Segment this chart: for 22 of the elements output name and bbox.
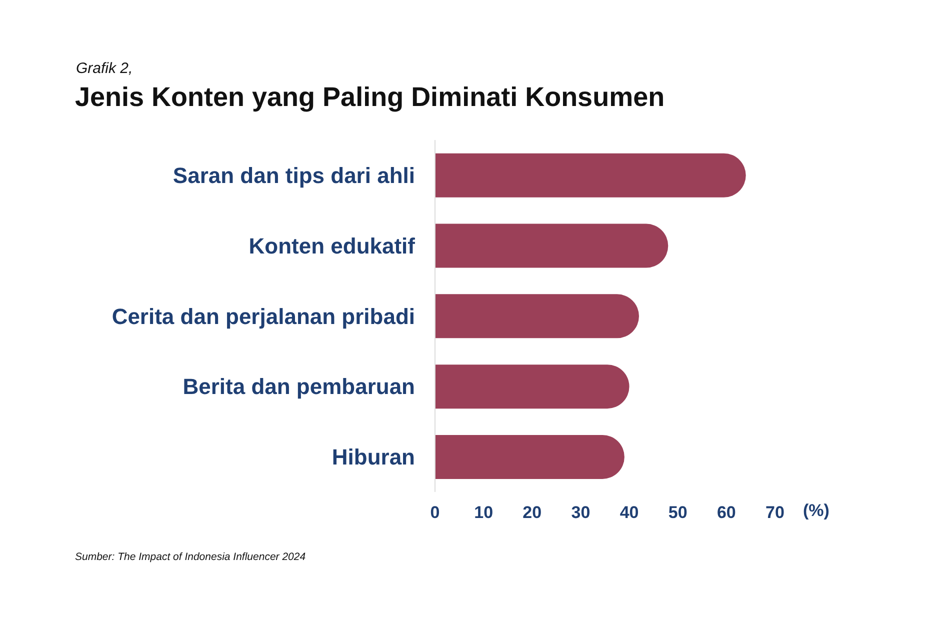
y-tick-label: Hiburan: [332, 444, 415, 470]
y-tick-label: Saran dan tips dari ahli: [172, 163, 415, 188]
y-tick-label: Konten edukatif: [248, 233, 416, 258]
text: Sumber: The Impact of Indonesia Influencer 2024: [75, 551, 306, 563]
bar: [435, 224, 668, 268]
bar: [435, 434, 624, 479]
x-tick-label: 0: [430, 503, 440, 522]
x-tick-label: 50: [668, 503, 688, 522]
bar: [435, 364, 630, 409]
x-tick-label: 60: [716, 503, 736, 522]
bar: [435, 153, 746, 198]
x-axis-title: (%): [803, 501, 830, 520]
x-tick-label: 40: [620, 503, 639, 522]
chart-title: Jenis Konten yang Paling Diminati Konsumen: [75, 82, 665, 113]
y-tick-label: Berita dan pembaruan: [182, 374, 415, 400]
text: Grafik 2,: [76, 60, 133, 77]
x-tick-label: 70: [766, 503, 784, 522]
x-tick-label: 10: [474, 503, 494, 522]
bar: [435, 294, 639, 338]
y-tick-label: Cerita dan perjalanan pribadi: [112, 304, 415, 329]
x-tick-label: 30: [571, 503, 590, 522]
x-tick-label: 20: [522, 503, 542, 522]
